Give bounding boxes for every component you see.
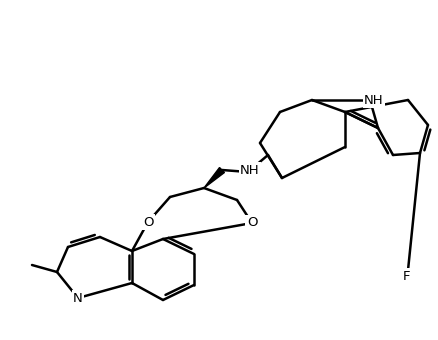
Text: F: F [403,270,411,283]
Text: O: O [247,217,257,230]
Text: NH: NH [240,164,260,176]
Text: N: N [73,291,83,305]
Polygon shape [204,168,224,188]
Text: NH: NH [364,94,384,106]
Text: O: O [143,216,153,228]
